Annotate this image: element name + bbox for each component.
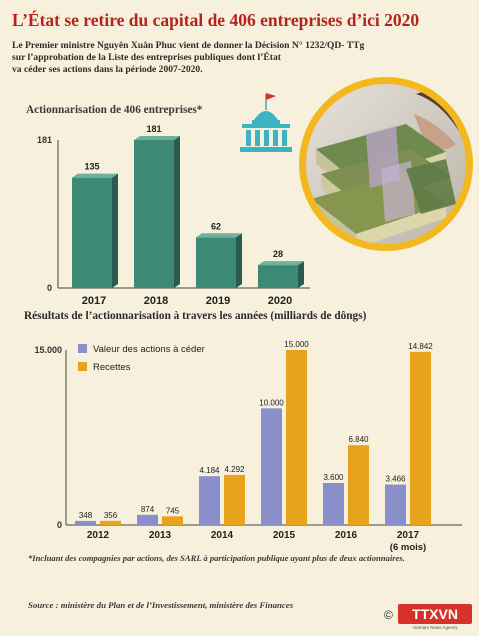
- copyright-symbol: ©: [384, 608, 393, 622]
- bar-value-label: 3.466: [385, 475, 406, 484]
- x-tick-label: 2017: [82, 295, 106, 307]
- chart1: 181 0 135 2017 181 2018 62 2019 28 2020: [37, 124, 310, 307]
- y-tick-label: 181: [37, 135, 52, 145]
- bar-front: [134, 140, 174, 288]
- bar-side: [174, 136, 180, 288]
- intro-line: Le Premier ministre Nguyên Xuân Phuc vie…: [12, 40, 365, 51]
- bar-side: [112, 173, 118, 288]
- bar-top: [258, 261, 304, 266]
- flag-icon: [266, 93, 276, 100]
- bar-value-label: 348: [79, 511, 93, 520]
- bar-2015-valeur: [261, 408, 282, 525]
- money-stack-photo: [299, 77, 473, 251]
- bar-value-label: 15.000: [284, 340, 309, 349]
- x-tick-label: 2012: [87, 530, 110, 541]
- legend-swatch: [78, 362, 87, 371]
- bar-2016-valeur: [323, 483, 344, 525]
- bar-value-label: 745: [166, 506, 180, 515]
- bar-value-label: 181: [146, 124, 161, 134]
- bar-2014-recettes: [224, 474, 245, 525]
- y-tick-label: 0: [57, 520, 62, 530]
- bar-2018: [134, 136, 180, 288]
- bar-side: [236, 233, 242, 288]
- x-tick-label: 2020: [268, 295, 292, 307]
- intro-line: va céder ses actions dans la période 200…: [12, 64, 203, 75]
- bar-2016-recettes: [348, 445, 369, 525]
- x-tick-label: 2018: [144, 295, 168, 307]
- bar-value-label: 135: [84, 162, 99, 172]
- bar-front: [258, 265, 298, 288]
- chart2: 15.000 0 Valeur des actions à céder Recette…: [34, 340, 462, 553]
- bar-2012-valeur: [75, 520, 96, 525]
- bar-front: [72, 177, 112, 288]
- bar-value-label: 356: [104, 511, 118, 520]
- bar-top: [72, 173, 118, 178]
- bar-2020: [258, 261, 304, 288]
- legend-label: Recettes: [93, 362, 131, 373]
- bar-2019: [196, 233, 242, 288]
- source-text: Source : ministère du Plan et de l’Inves…: [28, 600, 294, 610]
- bar-2014-valeur: [199, 476, 220, 525]
- x-tick-label: 2019: [206, 295, 230, 307]
- bar-value-label: 4.184: [199, 466, 220, 475]
- y-tick-label: 0: [47, 283, 52, 293]
- bar-value-label: 4.292: [224, 465, 245, 474]
- intro-text: Le Premier ministre Nguyên Xuân Phuc vie…: [12, 40, 365, 76]
- intro-line: sur l’approbation de la Liste des entrep…: [12, 52, 281, 63]
- x-tick-label: 2013: [149, 530, 172, 541]
- bar-2013-recettes: [162, 516, 183, 525]
- chart2-title: Résultats de l’actionnarisation à traver…: [24, 310, 367, 322]
- chart1-title: Actionnarisation de 406 entreprises*: [26, 104, 203, 116]
- x-tick-sublabel: (6 mois): [390, 542, 426, 553]
- ttxvn-logo: © TTXVN Vietnam News Agency: [384, 604, 472, 630]
- footnote: *Incluant des compagnies par actions, de…: [28, 553, 405, 563]
- bar-value-label: 6.840: [348, 435, 369, 444]
- bar-2015-recettes: [286, 350, 307, 525]
- bar-top: [134, 136, 180, 140]
- page-title: L’État se retire du capital de 406 entre…: [12, 10, 420, 30]
- money-bundles: [311, 124, 456, 244]
- bar-2012-recettes: [100, 520, 121, 525]
- x-tick-label: 2015: [273, 530, 296, 541]
- x-tick-label: 2014: [211, 530, 234, 541]
- bar-2013-valeur: [137, 514, 158, 525]
- bar-value-label: 10.000: [259, 398, 284, 407]
- bar-value-label: 28: [273, 249, 283, 259]
- logo-subtext: Vietnam News Agency: [413, 625, 459, 630]
- government-building-icon: [240, 93, 292, 152]
- x-tick-label: 2017: [397, 530, 420, 541]
- bar-value-label: 14.842: [408, 342, 433, 351]
- bar-2017: [72, 173, 118, 288]
- bar-top: [196, 233, 242, 238]
- bar-front: [196, 237, 236, 288]
- legend-label: Valeur des actions à céder: [93, 344, 205, 355]
- logo-text: TTXVN: [412, 606, 458, 622]
- bar-value-label: 3.600: [323, 473, 344, 482]
- y-tick-label: 15.000: [34, 345, 62, 355]
- bar-value-label: 874: [141, 505, 155, 514]
- bar-2017-recettes: [410, 351, 431, 525]
- x-tick-label: 2016: [335, 530, 358, 541]
- bar-2017-valeur: [385, 484, 406, 525]
- legend-swatch: [78, 344, 87, 353]
- bar-value-label: 62: [211, 221, 221, 231]
- bar-side: [298, 261, 304, 288]
